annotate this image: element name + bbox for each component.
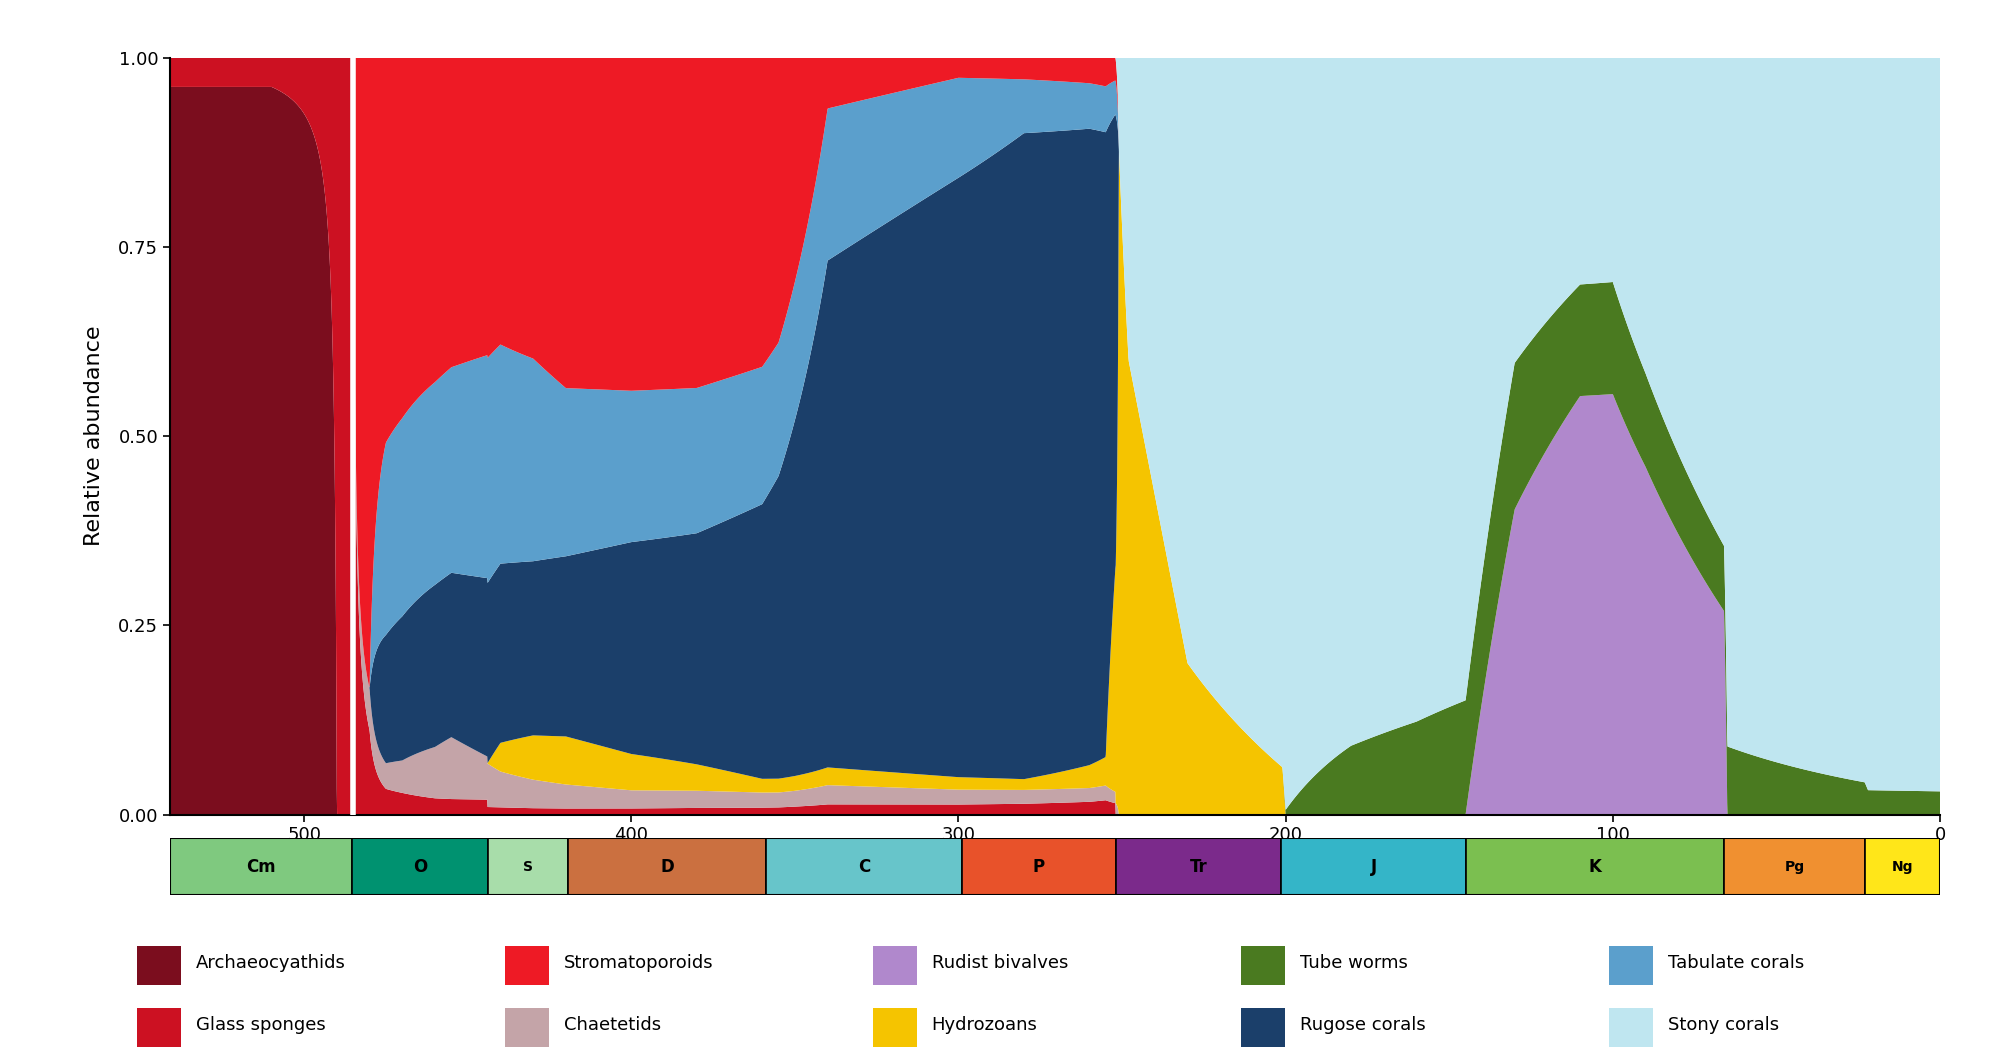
Text: Ng: Ng: [1892, 860, 1914, 873]
Bar: [1240, 946, 1284, 986]
Text: Pg: Pg: [1784, 860, 1804, 873]
Bar: [352, 838, 488, 895]
Text: Archaeocyathids: Archaeocyathids: [196, 954, 346, 972]
Bar: [1608, 946, 1652, 986]
Bar: [170, 838, 352, 895]
Text: D: D: [660, 858, 674, 875]
Text: Tr: Tr: [1190, 858, 1208, 875]
Text: O: O: [412, 858, 428, 875]
Bar: [1608, 1008, 1652, 1047]
Bar: [962, 838, 1116, 895]
Text: Stromatoporoids: Stromatoporoids: [564, 954, 714, 972]
Text: Stony corals: Stony corals: [1668, 1015, 1778, 1034]
Text: Tube worms: Tube worms: [1300, 954, 1408, 972]
Bar: [1240, 1008, 1284, 1047]
Y-axis label: Relative abundance: Relative abundance: [84, 326, 104, 547]
Text: Cm: Cm: [246, 858, 276, 875]
Text: Glass sponges: Glass sponges: [196, 1015, 326, 1034]
Bar: [1864, 838, 1940, 895]
Bar: [568, 838, 766, 895]
Bar: [504, 1008, 548, 1047]
Text: Tabulate corals: Tabulate corals: [1668, 954, 1804, 972]
Bar: [136, 946, 180, 986]
Bar: [136, 1008, 180, 1047]
Text: J: J: [1370, 858, 1376, 875]
Text: K: K: [1588, 858, 1602, 875]
Text: P: P: [1032, 858, 1046, 875]
Text: Hydrozoans: Hydrozoans: [932, 1015, 1038, 1034]
Bar: [1466, 838, 1724, 895]
Bar: [872, 946, 916, 986]
Text: Rudist bivalves: Rudist bivalves: [932, 954, 1068, 972]
X-axis label: Time (Ma): Time (Ma): [1000, 856, 1110, 875]
Bar: [1724, 838, 1864, 895]
Bar: [1116, 838, 1282, 895]
Bar: [488, 838, 568, 895]
Text: Chaetetids: Chaetetids: [564, 1015, 660, 1034]
Bar: [872, 1008, 916, 1047]
Bar: [1282, 838, 1466, 895]
Bar: [504, 946, 548, 986]
Text: Rugose corals: Rugose corals: [1300, 1015, 1426, 1034]
Text: S: S: [524, 860, 534, 873]
Bar: [766, 838, 962, 895]
Text: C: C: [858, 858, 870, 875]
